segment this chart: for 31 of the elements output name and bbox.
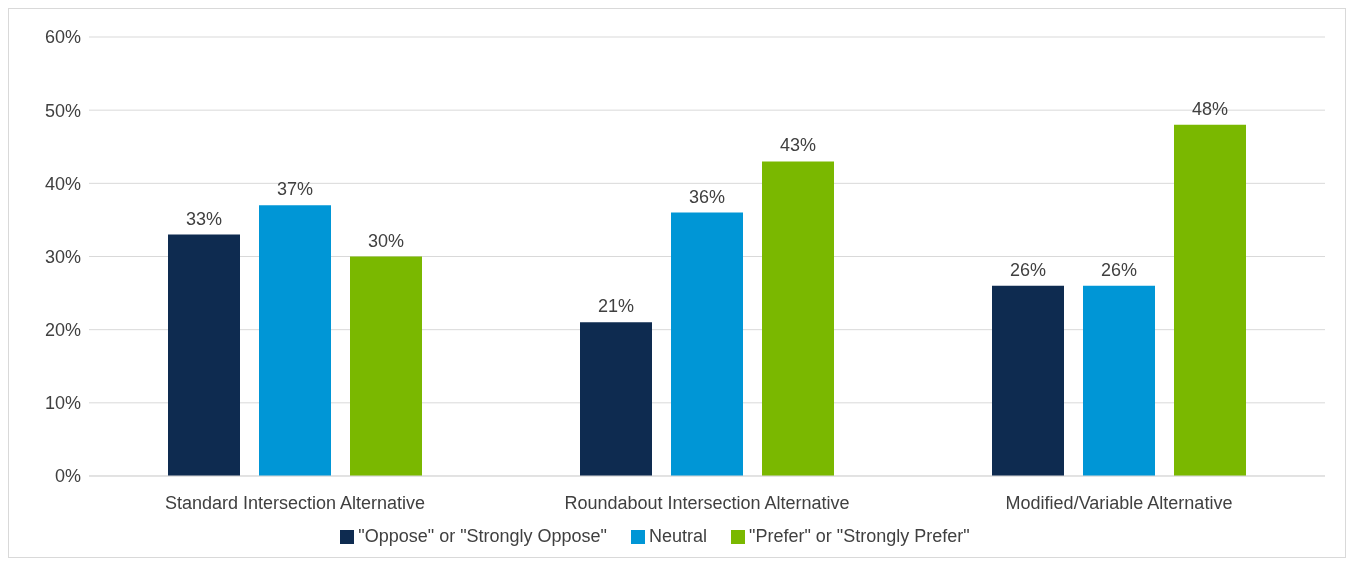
bar bbox=[992, 285, 1064, 476]
bar bbox=[259, 205, 331, 476]
data-label: 21% bbox=[597, 296, 635, 317]
data-label: 37% bbox=[276, 179, 314, 200]
bar bbox=[762, 161, 834, 476]
y-tick-label: 60% bbox=[44, 27, 81, 48]
data-label: 33% bbox=[185, 208, 223, 229]
bar bbox=[1174, 124, 1246, 476]
bar bbox=[580, 322, 652, 476]
data-label: 30% bbox=[367, 230, 405, 251]
x-tick-label: Standard Intersection Alternative bbox=[164, 492, 426, 513]
bar bbox=[350, 256, 422, 476]
y-tick-label: 10% bbox=[44, 393, 81, 414]
y-tick-label: 30% bbox=[44, 246, 81, 267]
data-label: 36% bbox=[688, 186, 726, 207]
bar bbox=[168, 234, 240, 476]
y-tick-label: 0% bbox=[54, 466, 81, 487]
x-tick-label: Roundabout Intersection Alternative bbox=[564, 492, 850, 513]
y-tick-label: 20% bbox=[44, 320, 81, 341]
x-tick-label: Modified/Variable Alternative bbox=[1005, 492, 1233, 513]
legend-label: "Oppose" or "Strongly Oppose" bbox=[358, 526, 607, 546]
data-label: 43% bbox=[779, 135, 817, 156]
y-tick-label: 40% bbox=[44, 173, 81, 194]
data-label: 26% bbox=[1100, 259, 1138, 280]
bar bbox=[671, 212, 743, 476]
legend-label: Neutral bbox=[649, 526, 708, 546]
data-label: 26% bbox=[1009, 259, 1047, 280]
data-label: 48% bbox=[1191, 98, 1229, 119]
bar bbox=[1083, 285, 1155, 476]
legend-label: "Prefer" or "Strongly Prefer" bbox=[749, 526, 970, 546]
y-tick-label: 50% bbox=[44, 100, 81, 121]
